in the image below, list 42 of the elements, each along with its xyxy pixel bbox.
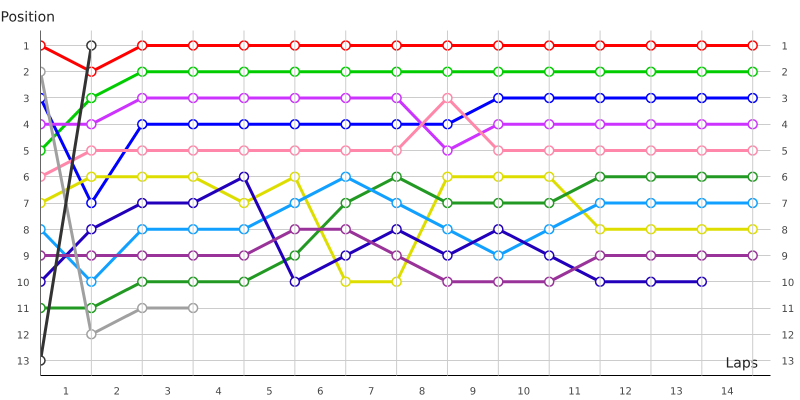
x-tick-label: 2 (114, 386, 120, 398)
y-tick-label: 13 (16, 356, 30, 368)
x-tick-label: 8 (418, 386, 426, 398)
y-tick-label: 7 (23, 199, 30, 210)
y2-tick-label: 4 (782, 120, 788, 132)
y-tick-label: 4 (23, 120, 30, 132)
y2-tick-label: 11 (782, 304, 794, 316)
x-tick-label: 5 (266, 386, 273, 398)
y2-tick-label: 1 (782, 41, 788, 52)
x-tick-label: 13 (670, 386, 683, 398)
y-tick-label: 8 (23, 225, 30, 236)
y2-tick-label: 10 (782, 278, 794, 289)
x-axis-title: Laps (726, 356, 758, 372)
x-tick-label: 10 (517, 386, 530, 398)
y2-tick-label: 2 (782, 68, 788, 79)
x-tick-label: 4 (215, 386, 222, 398)
y2-tick-label: 12 (782, 330, 794, 342)
x-tick-label: 11 (568, 386, 582, 398)
x-tick-label: 7 (368, 386, 374, 398)
y-tick-label: 11 (16, 304, 30, 316)
x-tick-label: 12 (619, 386, 632, 398)
y-tick-label: 1 (23, 41, 30, 52)
y2-tick-label: 5 (782, 146, 788, 158)
y2-tick-label: 9 (782, 252, 788, 263)
y2-tick-label: 13 (782, 356, 794, 368)
y-tick-label: 5 (23, 146, 30, 158)
y-axis-title: Position (0, 10, 56, 26)
x-tick-label: 3 (164, 386, 171, 398)
y2-tick-label: 6 (782, 172, 788, 184)
y-tick-label: 3 (23, 94, 30, 105)
x-tick-label: 14 (720, 386, 734, 398)
x-tick-label: 9 (470, 386, 476, 398)
y-tick-label: 10 (16, 278, 30, 289)
y-tick-label: 2 (23, 68, 30, 79)
x-tick-label: 6 (317, 386, 324, 398)
y2-tick-label: 3 (782, 94, 788, 105)
y-tick-label: 12 (16, 330, 30, 342)
x-tick-label: 1 (62, 386, 70, 398)
y2-tick-label: 8 (782, 225, 788, 236)
y-tick-label: 6 (23, 172, 30, 184)
y-tick-label: 9 (23, 252, 30, 263)
y2-tick-label: 7 (782, 199, 788, 210)
